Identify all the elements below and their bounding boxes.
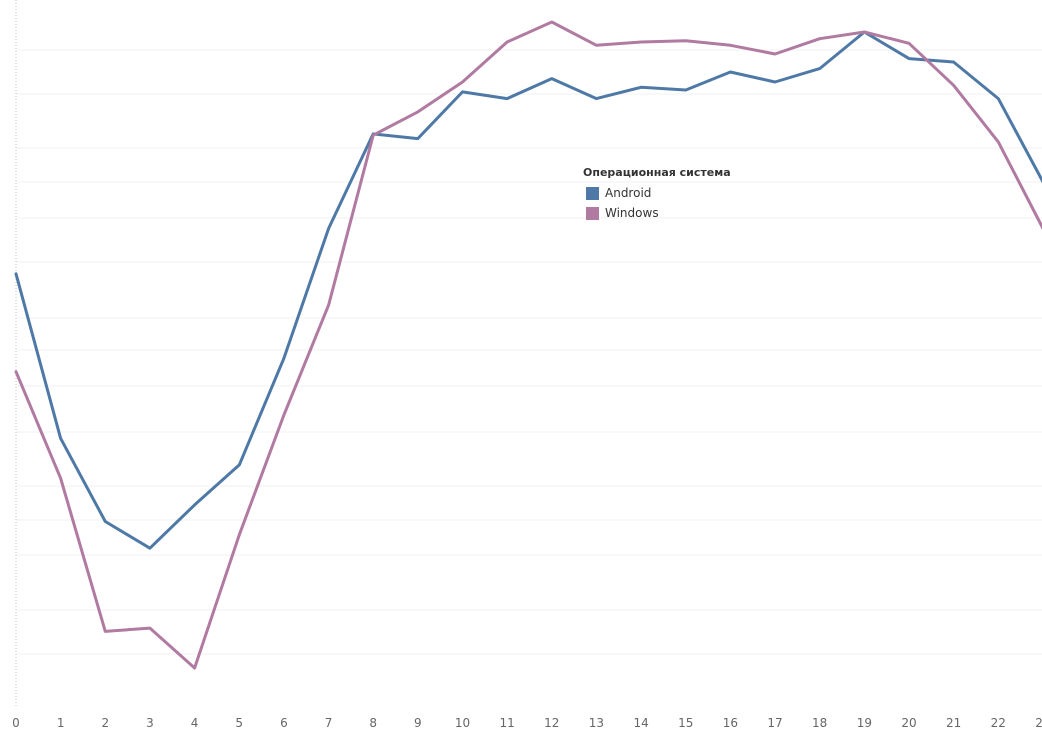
x-tick-label: 3: [146, 716, 154, 730]
x-tick-label: 6: [280, 716, 288, 730]
legend-title: Операционная система: [583, 166, 731, 179]
legend-swatch-windows: [586, 206, 599, 220]
x-tick-label: 8: [369, 716, 377, 730]
x-tick-label: 13: [589, 716, 604, 730]
x-tick-label: 4: [191, 716, 199, 730]
x-tick-label: 0: [12, 716, 20, 730]
legend-label-windows: Windows: [605, 206, 659, 220]
x-tick-label: 5: [235, 716, 243, 730]
series-line-windows[interactable]: [14, 20, 1042, 670]
x-axis-ticks: 01234567891011121314151617181920212223: [12, 716, 1042, 730]
legend-label-android: Android: [605, 186, 652, 200]
legend-item-android[interactable]: Android: [583, 183, 731, 203]
x-tick-label: 14: [633, 716, 648, 730]
x-tick-label: 15: [678, 716, 693, 730]
x-tick-label: 1: [57, 716, 65, 730]
series-lines: [14, 20, 1042, 670]
x-tick-label: 18: [812, 716, 827, 730]
series-line-android[interactable]: [14, 30, 1042, 550]
x-tick-label: 9: [414, 716, 422, 730]
x-tick-label: 23: [1035, 716, 1042, 730]
legend: Операционная система Android Windows: [583, 166, 731, 223]
x-tick-label: 21: [946, 716, 961, 730]
legend-swatch-android: [586, 186, 599, 200]
x-tick-label: 11: [500, 716, 515, 730]
legend-item-windows[interactable]: Windows: [583, 203, 731, 223]
x-tick-label: 22: [991, 716, 1006, 730]
x-tick-label: 10: [455, 716, 470, 730]
x-tick-label: 19: [857, 716, 872, 730]
x-tick-label: 20: [901, 716, 916, 730]
x-tick-label: 2: [101, 716, 109, 730]
gridlines: [16, 49, 1042, 655]
x-tick-label: 7: [325, 716, 333, 730]
x-tick-label: 12: [544, 716, 559, 730]
x-tick-label: 17: [767, 716, 782, 730]
x-tick-label: 16: [723, 716, 738, 730]
